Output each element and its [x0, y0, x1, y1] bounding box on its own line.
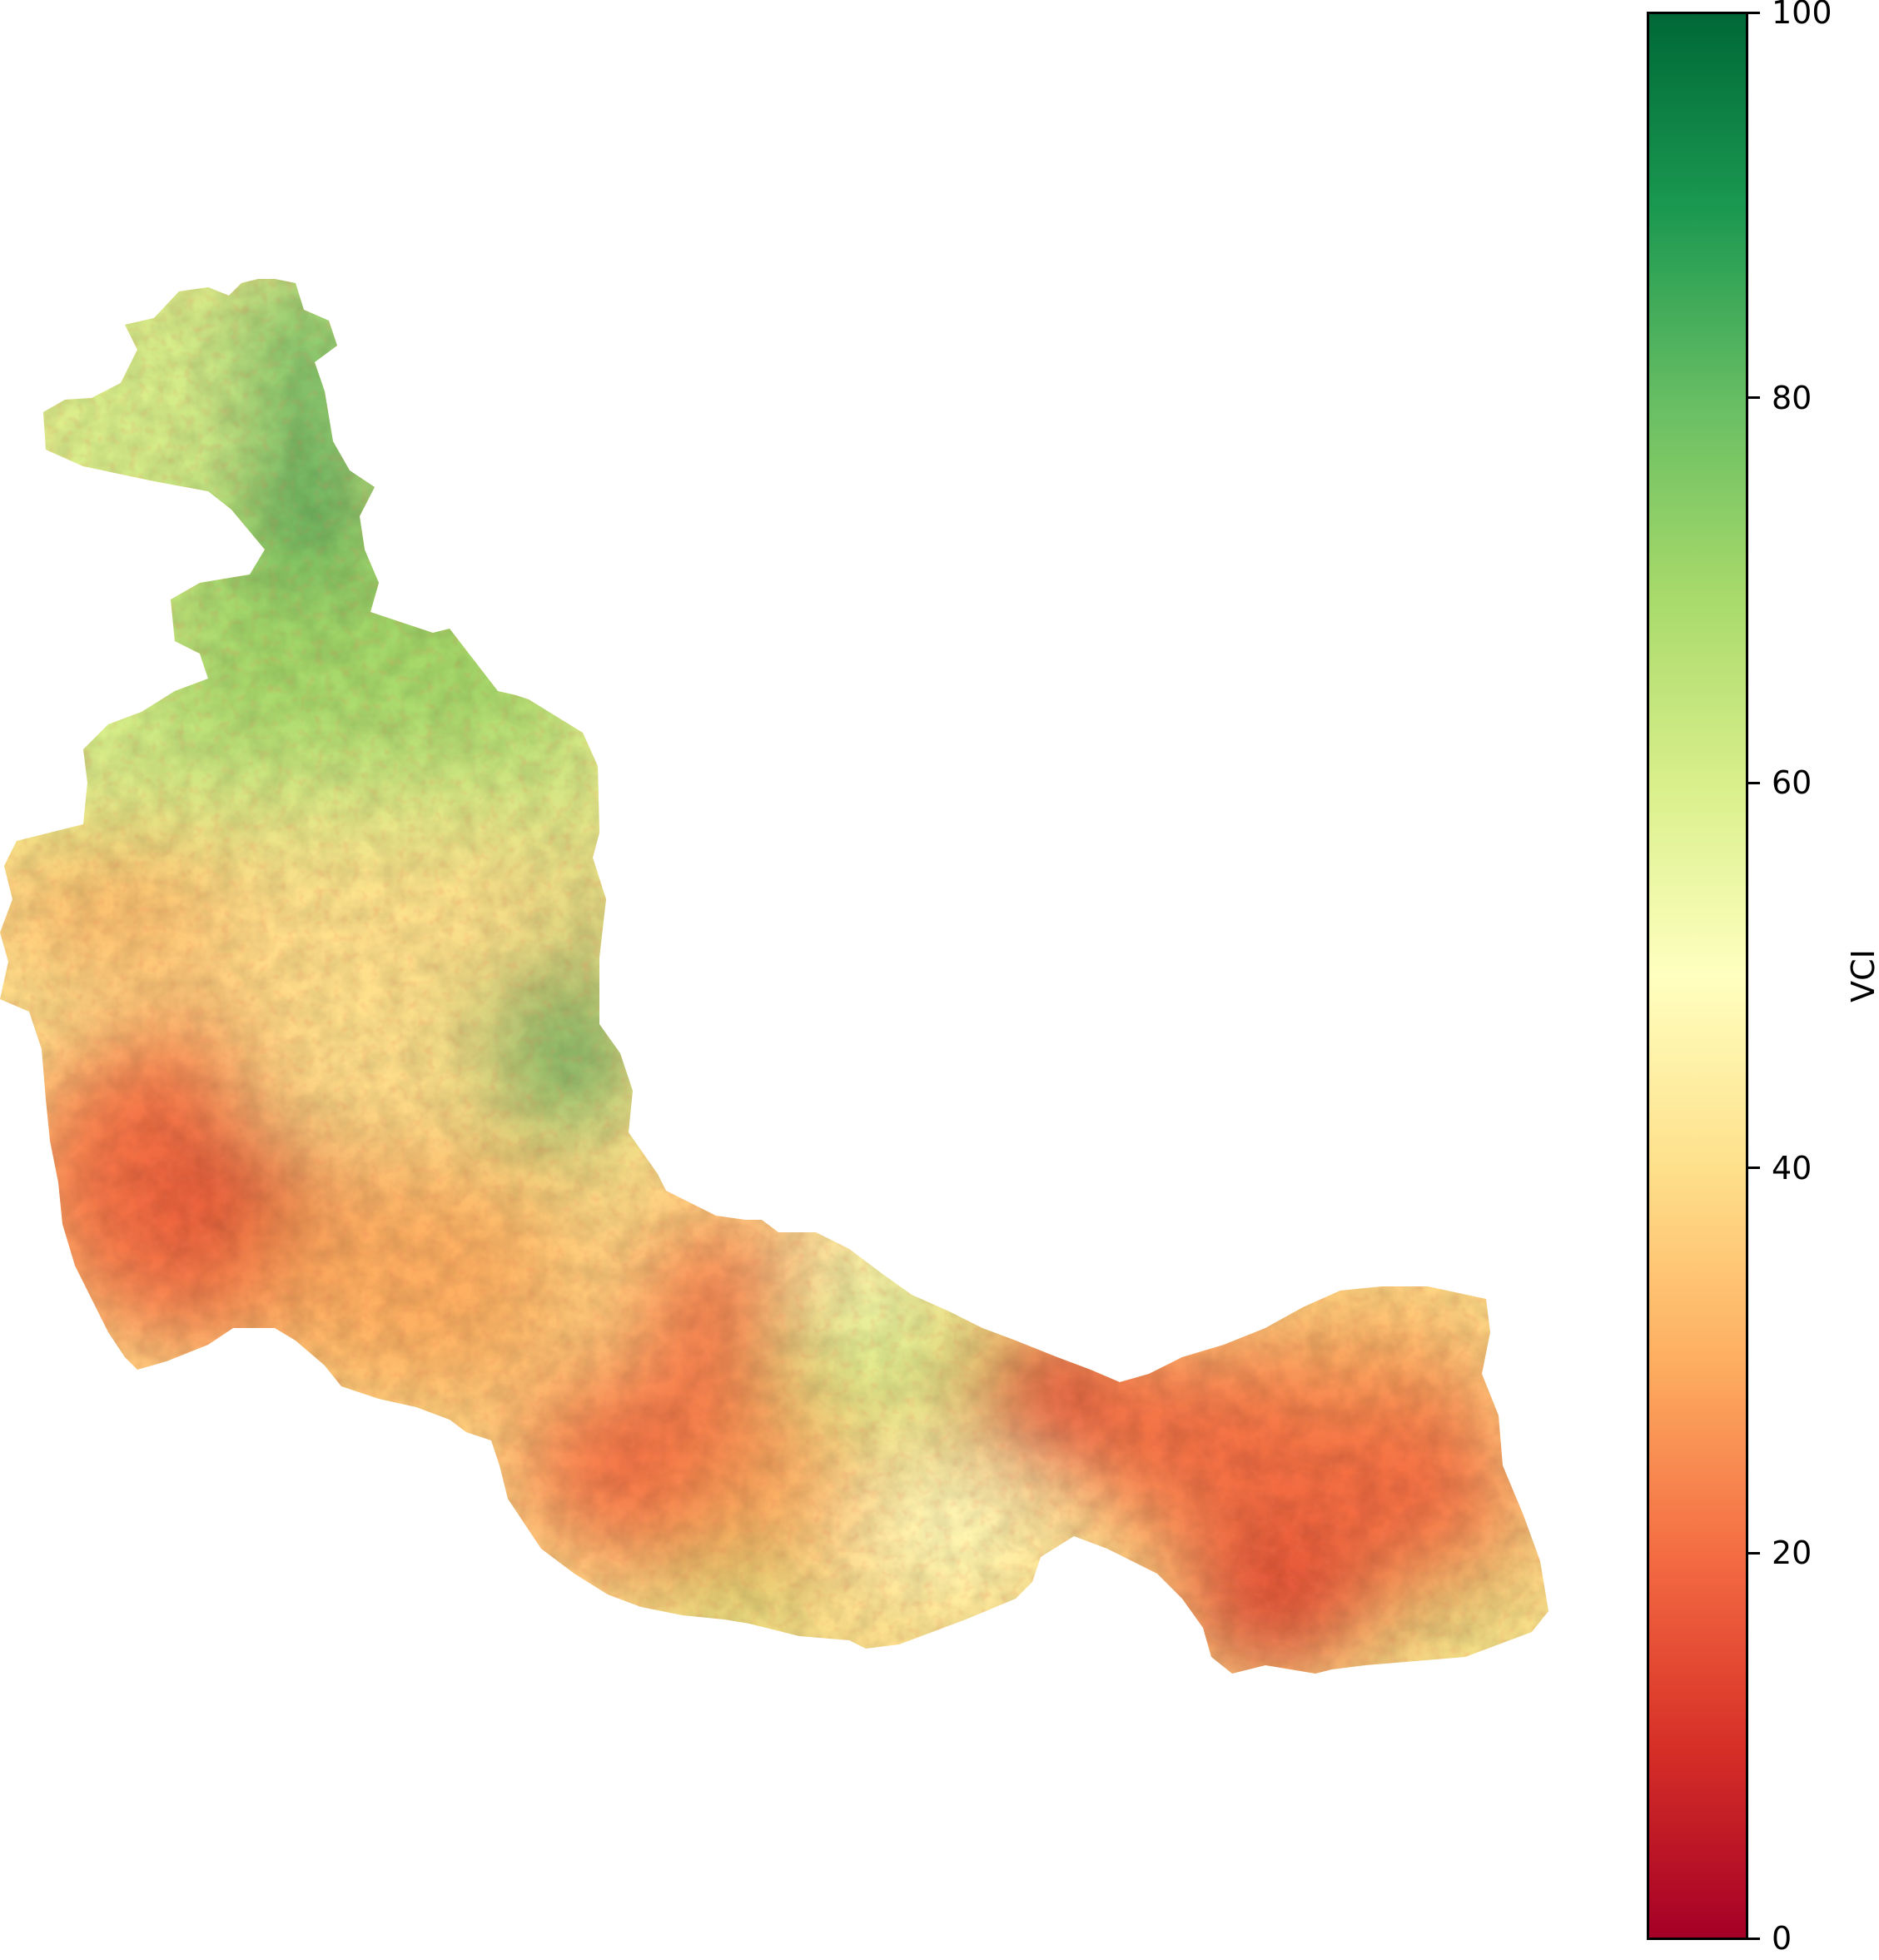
region-raster: [0, 279, 1548, 1674]
colorbar-tick: [1748, 1937, 1760, 1940]
colorbar-tick-label: 0: [1772, 1920, 1792, 1957]
colorbar-tick-label: 40: [1772, 1149, 1812, 1186]
colorbar-tick: [1748, 11, 1760, 14]
vci-map: [0, 279, 1548, 1674]
colorbar-tick-label: 100: [1772, 0, 1832, 31]
colorbar-tick-label: 60: [1772, 764, 1812, 802]
vci-colorbar: [1647, 12, 1748, 1940]
colorbar-tick: [1748, 396, 1760, 400]
colorbar-tick-label: 80: [1772, 379, 1812, 416]
colorbar-tick: [1748, 781, 1760, 784]
colorbar-label: VCI: [1845, 949, 1879, 1002]
colorbar-tick: [1748, 1167, 1760, 1170]
colorbar-tick-label: 20: [1772, 1535, 1812, 1572]
colorbar-tick: [1748, 1551, 1760, 1555]
